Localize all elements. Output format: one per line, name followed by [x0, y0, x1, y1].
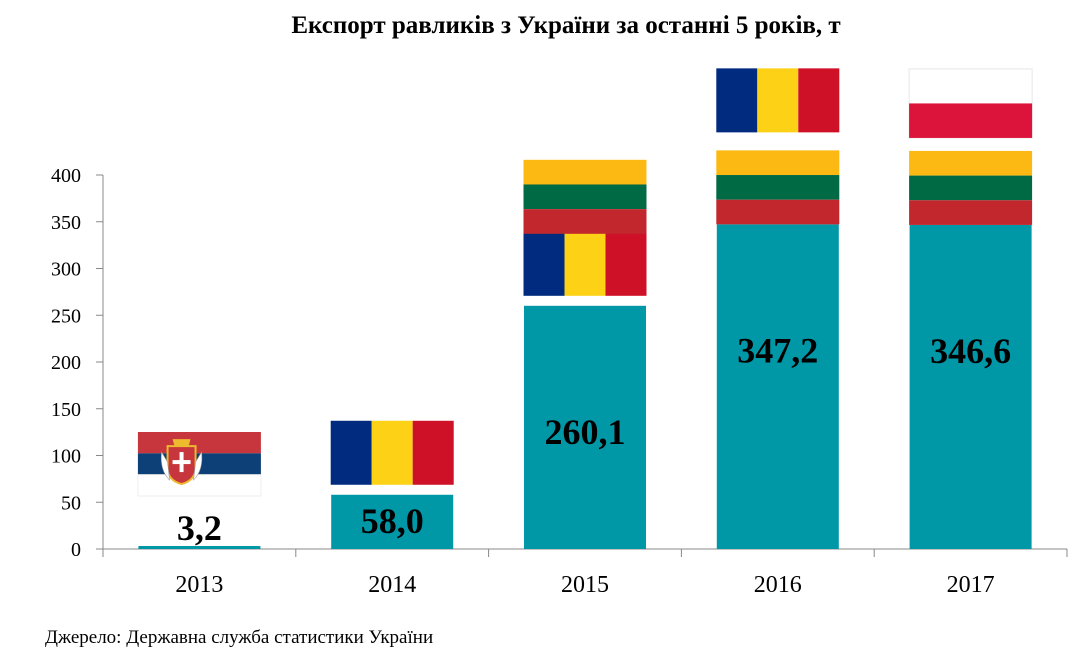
- bar-2013: [138, 546, 261, 549]
- data-label-2016: 347,2: [737, 330, 818, 370]
- y-tick-label: 150: [51, 399, 81, 421]
- y-axis: 0 50 100 150 200 250 300 350 400: [51, 165, 104, 561]
- serbia-flag: [137, 432, 262, 497]
- bar-2016: [716, 224, 839, 550]
- chart-title: Експорт равликів з України за останні 5 …: [291, 12, 840, 39]
- y-tick-label: 50: [61, 492, 81, 514]
- x-axis: 2013 2014 2015 2016 2017: [102, 548, 1068, 598]
- data-label-2015: 260,1: [545, 412, 626, 452]
- bar-2014: [331, 494, 454, 549]
- y-tick-label: 300: [51, 259, 81, 281]
- x-tick-label: 2013: [175, 572, 223, 598]
- y-tick-label: 350: [51, 212, 81, 234]
- poland-flag: [908, 68, 1033, 139]
- lithuania-flag: [909, 150, 1033, 225]
- romania-flag: [330, 420, 454, 485]
- data-label-2013: 3,2: [177, 508, 222, 548]
- romania-flag: [716, 68, 840, 133]
- lithuania-flag: [716, 150, 840, 225]
- x-tick-label: 2016: [754, 572, 802, 598]
- data-labels: 3,2 58,0 260,1 347,2 346,6: [177, 330, 1011, 548]
- bars: [138, 224, 1032, 550]
- romania-flag: [523, 231, 647, 296]
- y-tick-label: 100: [51, 446, 81, 468]
- y-tick-label: 200: [51, 352, 81, 374]
- bar-2015: [524, 305, 646, 549]
- data-label-2014: 58,0: [361, 501, 424, 541]
- flags: [137, 68, 1033, 497]
- source-note: Джерело: Державна служба статистики Укра…: [45, 627, 433, 648]
- y-tick-label: 250: [51, 305, 81, 327]
- x-tick-label: 2015: [561, 572, 609, 598]
- x-tick-label: 2017: [947, 572, 995, 598]
- y-tick-label: 400: [51, 165, 81, 187]
- x-tick-label: 2014: [368, 572, 416, 598]
- bar-2017: [909, 224, 1032, 549]
- lithuania-flag: [523, 159, 647, 234]
- y-tick-label: 0: [71, 539, 81, 561]
- data-label-2017: 346,6: [930, 331, 1011, 371]
